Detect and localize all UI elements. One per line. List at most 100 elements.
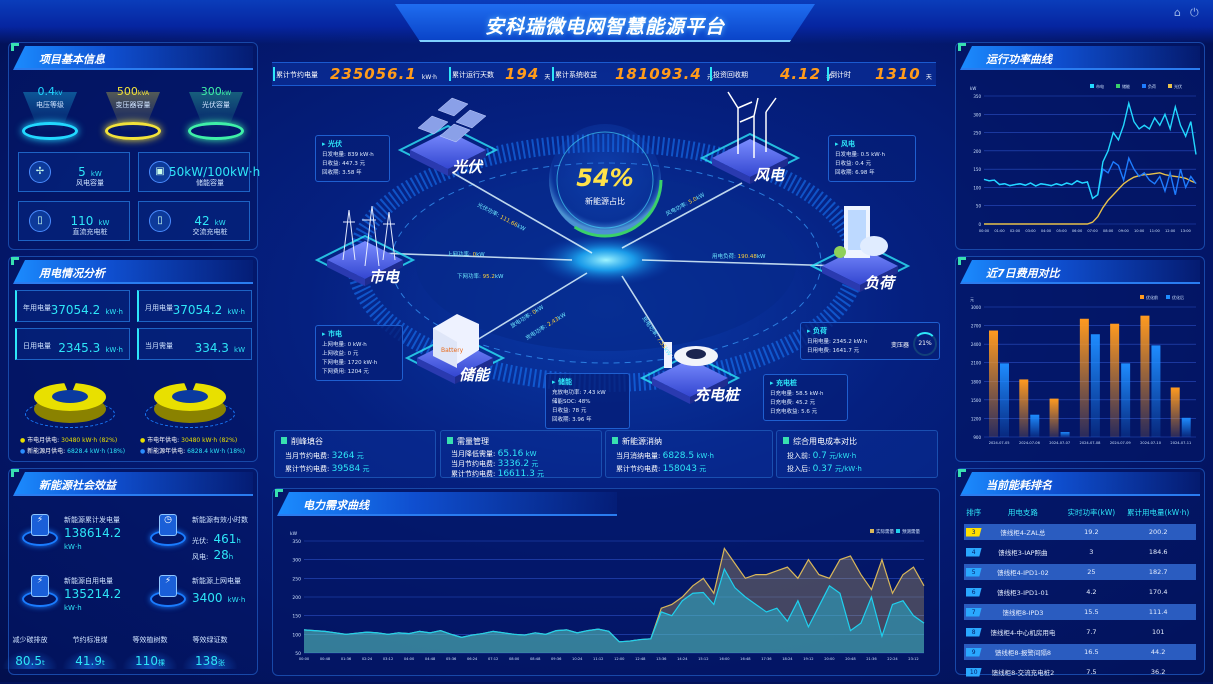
usage-value: 37054.2 <box>172 303 223 317</box>
realtime-power: 7.5 <box>1086 668 1097 676</box>
cost-bar <box>1170 387 1180 437</box>
x-tick-label: 11:12 <box>593 657 603 661</box>
cost-bar <box>1000 363 1009 437</box>
stat-value: 41.9 <box>75 654 102 668</box>
legend-label: 负荷 <box>1148 83 1156 89</box>
realtime-power: 19.2 <box>1062 524 1121 540</box>
ring-label: 变压器容量 <box>115 101 151 109</box>
card-row-label: 投入前: <box>787 452 811 460</box>
stat-unit: t <box>101 659 105 667</box>
y-tick-label: 350 <box>292 539 301 545</box>
x-tick-label: 17:36 <box>761 657 772 661</box>
x-tick-label: 00:00 <box>299 657 310 661</box>
capacity-value: 110 <box>70 214 94 228</box>
card-title: 需量管理 <box>457 437 489 446</box>
node-wind[interactable]: 风电 <box>699 91 801 184</box>
x-tick-label: 06:24 <box>467 657 478 661</box>
kpi-unit: 天 <box>925 74 932 81</box>
table-row[interactable]: 5 馈线柜4-IPD1-02 25 182.7 <box>964 564 1196 580</box>
table-row[interactable]: 9 馈线柜8-报警间隔8 16.5 44.2 <box>964 644 1196 660</box>
info-line: 日收益: 0.4 元 <box>835 161 872 167</box>
rank-badge: 6 <box>965 587 982 597</box>
y-tick-label: 350 <box>973 94 981 99</box>
usage-label: 月用电量 <box>145 304 173 312</box>
card-row-value: 16611.3 <box>497 469 535 479</box>
x-tick-label: 05:00 <box>1056 229 1067 233</box>
table-row[interactable]: 8 馈线柜4-中心机房用电 7.7 101 <box>964 624 1196 640</box>
info-line: 日充电收益: 5.6 元 <box>770 409 818 415</box>
corner-icon <box>275 489 283 497</box>
node-storage[interactable]: Battery 储能 <box>404 314 506 384</box>
benefit-stat: 等效植树数 110棵 <box>122 635 178 669</box>
table-row[interactable]: 3 馈线柜4-ZAL总 19.2 200.2 <box>964 524 1196 540</box>
info-line: 下网电量: 1720 kW·h <box>322 360 378 366</box>
flow-label-grid_down: 下网功率: 95.2kW <box>457 272 504 280</box>
cost-bar <box>1121 363 1131 437</box>
y-tick-label: 0 <box>978 222 981 227</box>
card-row-label: 累计节约电费: <box>285 465 330 473</box>
table-row[interactable]: 10 馈线柜8-交流充电桩2 7.5 36.2 <box>964 664 1196 680</box>
kpi-value: 194 <box>505 65 540 83</box>
table-row[interactable]: 6 馈线柜3-IPD1-01 4.2 170.4 <box>964 584 1196 600</box>
table-row[interactable]: 4 馈线柜3-IAP照曲 3 184.6 <box>964 544 1196 560</box>
power-tower-icon <box>342 205 396 267</box>
y-tick-label: 300 <box>973 112 981 117</box>
branch-name: 馈线柜4-IPD1-02 <box>983 564 1063 580</box>
node-grid[interactable]: 市电 <box>314 205 416 286</box>
x-tick-label: 12:48 <box>635 657 646 661</box>
info-line: 下网费用: 1204 元 <box>322 369 369 375</box>
info-line: 上网电量: 0 kW·h <box>322 342 367 348</box>
x-tick-label: 12:00 <box>614 657 625 661</box>
branch-name: 馈线柜8-交流充电桩2 <box>991 669 1055 677</box>
cost-bar <box>1090 334 1100 437</box>
card-icon <box>612 437 618 444</box>
table-row[interactable]: 7 馈线柜8-IPD3 15.5 111.4 <box>964 604 1196 620</box>
benefit-stat: 节约标准煤 41.9t <box>62 635 118 669</box>
capacity-label: 风电容量 <box>76 179 104 187</box>
info-box-load: ▸ 负荷 日用电量: 2345.2 kW·h 日用电费: 1641.7 元变压器 21… <box>800 322 940 360</box>
home-icon[interactable]: ⌂ <box>1174 6 1181 19</box>
x-tick-label: 04:48 <box>425 657 436 661</box>
legend-label: 光伏 <box>1174 83 1182 89</box>
x-tick-label: 2024-07-09 <box>1110 441 1132 445</box>
info-line: 回收期: 3.96 年 <box>552 417 592 423</box>
legend-swatch <box>896 529 900 533</box>
total-energy: 182.7 <box>1120 564 1196 580</box>
node-charger[interactable]: 充电桩 <box>639 342 742 404</box>
cost-bar <box>1049 398 1059 437</box>
corner-icon <box>11 469 19 477</box>
power-icon[interactable]: ⏻ <box>1190 6 1199 19</box>
grid-supply-label: 市电年供电: <box>147 437 180 444</box>
realtime-power: 3 <box>1089 548 1094 556</box>
kpi-unit: 天 <box>544 74 551 81</box>
total-energy: 36.2 <box>1150 668 1166 676</box>
hours-value: 461 <box>213 532 237 546</box>
info-line: 充放电功率: 7.43 kW <box>552 390 606 396</box>
y-tick-label: 150 <box>292 614 301 620</box>
transformer-label: 变压器 <box>891 342 910 349</box>
info-line: 日发电量: 839 kW·h <box>322 152 374 158</box>
card-row-value: 158043 <box>662 464 697 474</box>
card-row-value: 0.37 <box>812 464 833 474</box>
info-line: 回收期: 3.58 年 <box>322 170 362 176</box>
x-tick-label: 08:00 <box>509 657 520 661</box>
info-title: 市电 <box>327 330 342 338</box>
stat-label: 节约标准煤 <box>72 636 108 644</box>
info-line: 储能SOC: 48% <box>552 399 591 405</box>
benefit-label: 新能源累计发电量 <box>64 516 120 524</box>
column-header: 实时功率(kW) <box>1067 507 1116 517</box>
legend-label: 优化后 <box>1172 294 1184 300</box>
total-energy: 170.4 <box>1148 588 1168 596</box>
grid-supply-label: 市电月供电: <box>27 437 60 444</box>
x-tick-label: 00:00 <box>979 229 990 233</box>
node-pv[interactable]: 光伏 <box>397 97 499 176</box>
benefit-stat: 等效绿证数 138张 <box>182 635 238 669</box>
legend-label: 储能 <box>1122 83 1130 89</box>
charger-icon: ▯ <box>29 210 51 232</box>
stat-label: 等效植树数 <box>132 636 168 644</box>
legend-label: 优化前 <box>1146 294 1158 300</box>
demand-series-area <box>304 548 924 653</box>
demand-series-line <box>303 567 925 643</box>
realtime-power: 7.7 <box>1086 628 1097 636</box>
node-load[interactable]: 负荷 <box>809 206 911 292</box>
